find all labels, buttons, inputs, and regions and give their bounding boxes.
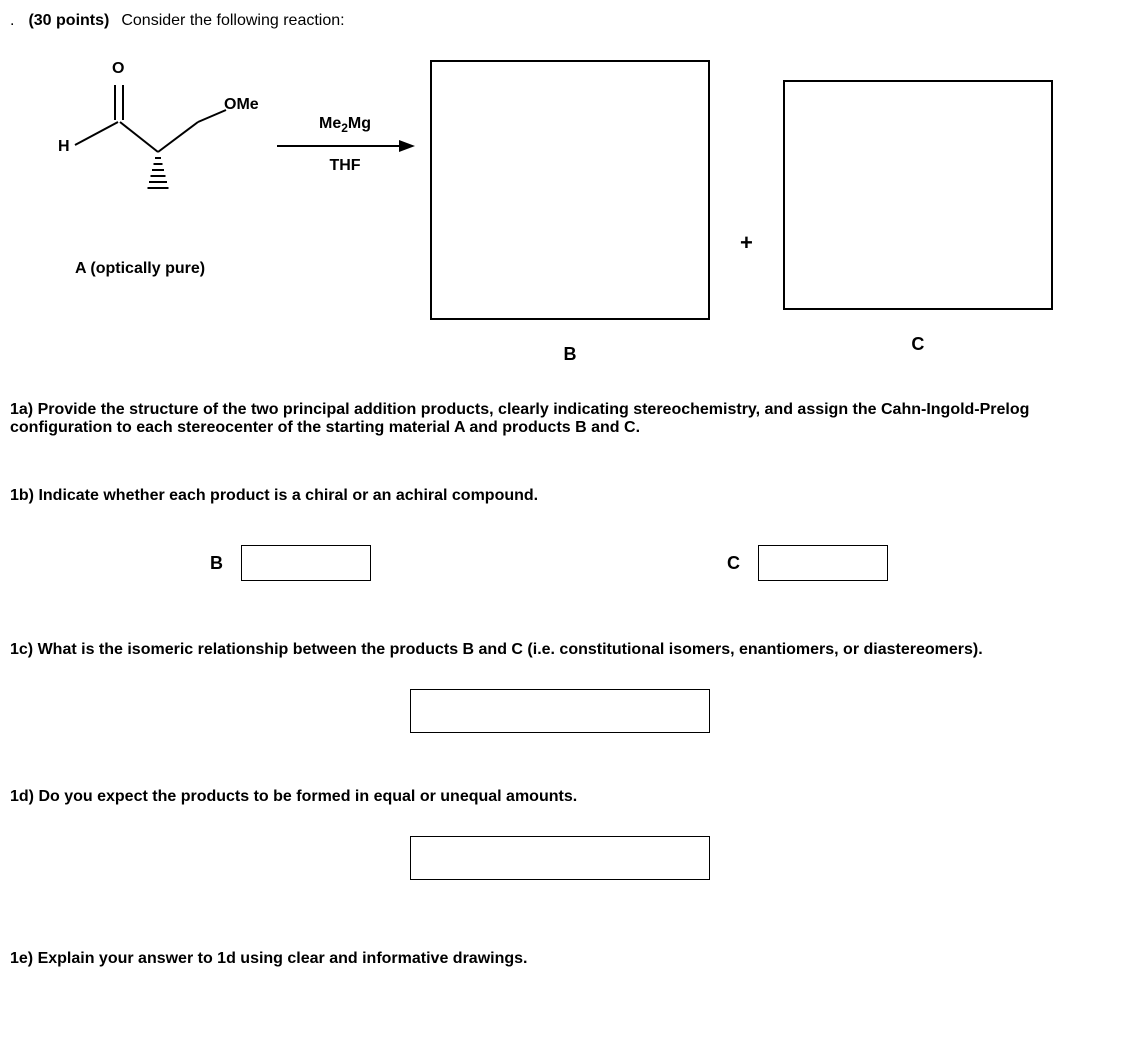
molecule-a-caption: A (optically pure) [75,260,270,278]
atom-o-label: O [112,60,124,78]
answer-box-c-1b[interactable] [758,545,888,581]
reagent-top: Me2Mg [270,115,420,135]
molecule-a-svg [40,60,270,220]
answer-box-b-1b[interactable] [241,545,371,581]
reaction-arrow [275,139,415,153]
product-c-column: C [783,60,1053,355]
product-c-box[interactable] [783,80,1053,310]
label-b-1b: B [210,553,223,574]
bullet: . [10,12,14,30]
product-b-column: B [430,60,710,365]
solvent-bottom: THF [270,157,420,175]
question-1b: 1b) Indicate whether each product is a c… [10,487,1107,505]
intro-text: Consider the following reaction: [121,12,344,30]
plus-sign: + [740,170,753,256]
starting-material-block: O H OMe A (optically pure) [40,60,270,278]
atom-h-label: H [58,138,70,156]
question-1c: 1c) What is the isomeric relationship be… [10,641,1107,659]
molecule-a-structure: O H OMe [40,60,270,250]
question-1e: 1e) Explain your answer to 1d using clea… [10,950,1107,968]
question-header: . (30 points) Consider the following rea… [10,12,1107,30]
product-c-label: C [783,334,1053,355]
product-b-label: B [430,344,710,365]
answer-row-1d [10,836,1107,880]
reaction-scheme: O H OMe A (optically pure) Me2Mg THF B +… [40,60,1107,365]
answer-row-1b: B C [210,545,1107,581]
answer-box-1d[interactable] [410,836,710,880]
question-1d: 1d) Do you expect the products to be for… [10,788,1107,806]
group-ome-label: OMe [224,96,259,114]
answer-box-1c[interactable] [410,689,710,733]
label-c-1b: C [727,553,740,574]
reaction-arrow-block: Me2Mg THF [270,115,420,175]
question-1a: 1a) Provide the structure of the two pri… [10,401,1107,437]
product-b-box[interactable] [430,60,710,320]
points-label: (30 points) [28,12,109,30]
answer-row-1c [10,689,1107,733]
